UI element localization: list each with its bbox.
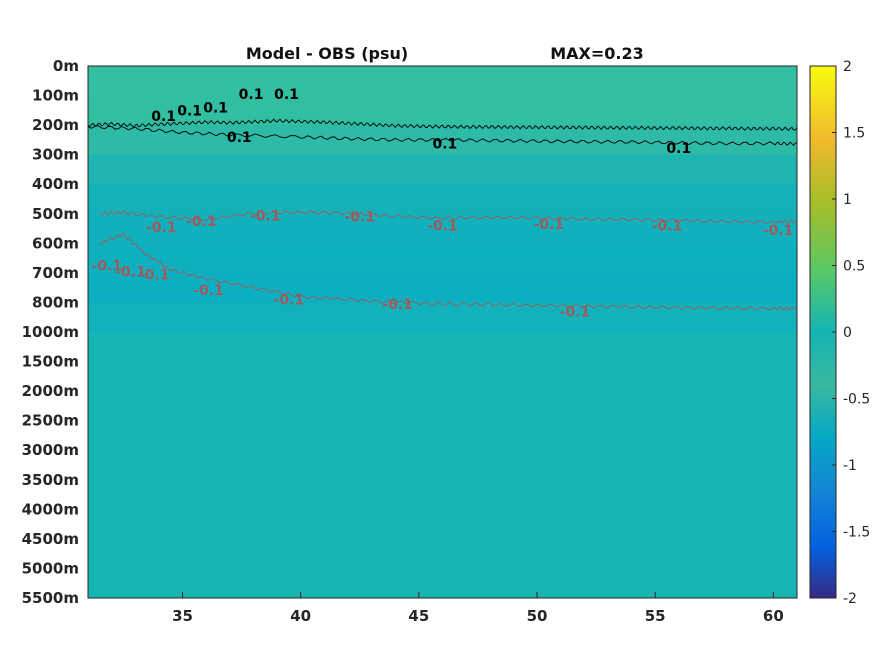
contour-label: -0.1	[427, 219, 458, 235]
y-tick-label: 300m	[32, 146, 79, 164]
plot-area: 0.1 0.1 0.10.1 0.10.1 0.1 0.1-0.1 -0.1 -0.1 -0.1…	[88, 66, 797, 598]
colorbar-axis: 2 1.5 1 0.5 0 -0.5 -1 -1.5 -2	[832, 59, 870, 607]
x-tick-label: 60	[763, 607, 784, 625]
field-band	[88, 243, 797, 274]
y-tick-label: 700m	[32, 264, 79, 282]
colorbar-tick-label: 0.5	[843, 259, 865, 275]
contour-line	[88, 125, 797, 146]
contour-label: -0.1	[382, 297, 413, 313]
contour-label: 0.1	[274, 87, 299, 103]
contour-label: -0.1	[274, 292, 305, 308]
colorbar-tick-label: -0.5	[843, 392, 870, 408]
contour-label: -0.1	[652, 219, 683, 235]
contour-label: -0.1	[560, 304, 591, 320]
field-band	[88, 272, 797, 303]
contour-label: -0.1	[139, 267, 170, 283]
x-tick-label: 40	[290, 607, 311, 625]
contour-label: -0.1	[763, 223, 794, 239]
y-tick-label: 1500m	[22, 353, 79, 371]
y-tick-label: 100m	[32, 87, 79, 105]
colorbar-tick-label: -2	[843, 591, 857, 607]
x-tick-label: 45	[408, 607, 429, 625]
colorbar-tick-label: 0	[843, 325, 852, 341]
y-tick-label: 5500m	[22, 589, 79, 607]
plot-frame	[87, 65, 798, 599]
field-band	[88, 213, 797, 244]
y-axis: 0m 100m 200m 300m 400m 500m 600m 700m 800m 1000m 1…	[22, 57, 79, 607]
contour-line	[99, 210, 797, 225]
contour-label: 0.1	[239, 87, 264, 103]
contour-label: -0.1	[344, 210, 375, 226]
contour-label: -0.1	[193, 283, 224, 299]
y-tick-label: 200m	[32, 116, 79, 134]
y-tick-label: 3500m	[22, 471, 79, 489]
field-band	[88, 95, 797, 126]
field-band	[88, 332, 797, 598]
y-tick-label: 800m	[32, 293, 79, 311]
contour-label: -0.1	[250, 208, 281, 224]
colorbar-tick-label: 1	[843, 192, 852, 208]
contour-label: 0.1	[203, 100, 228, 116]
x-tick-label: 55	[645, 607, 666, 625]
x-axis: 35 40 45 50 55 60	[172, 592, 784, 625]
y-tick-label: 0m	[53, 57, 79, 75]
contour-label: 0.1	[227, 130, 252, 146]
y-tick-label: 1000m	[22, 323, 79, 341]
colorbar	[809, 65, 837, 599]
contour-line	[99, 232, 797, 311]
contour-label: -0.1	[534, 217, 565, 233]
field-band	[88, 302, 797, 333]
chart-title: Model - OBS (psu)	[246, 44, 408, 63]
contour-label: 0.1	[177, 103, 202, 119]
field-band	[88, 154, 797, 185]
y-tick-label: 2500m	[22, 412, 79, 430]
field-band	[88, 184, 797, 215]
y-tick-label: 3000m	[22, 441, 79, 459]
y-tick-label: 500m	[32, 205, 79, 223]
x-tick-label: 50	[527, 607, 548, 625]
max-annotation: MAX=0.23	[550, 44, 644, 63]
y-tick-label: 4500m	[22, 530, 79, 548]
contour-line	[88, 118, 797, 132]
colorbar-tick-label: -1.5	[843, 525, 870, 541]
colorbar-tick-label: -1	[843, 458, 857, 474]
y-tick-label: 5000m	[22, 559, 79, 577]
contour-label: -0.1	[186, 214, 217, 230]
contour-label: -0.1	[115, 264, 146, 280]
contour-label: 0.1	[432, 137, 457, 153]
colorbar-tick-label: 1.5	[843, 126, 865, 142]
y-tick-label: 4000m	[22, 500, 79, 518]
contour-label: 0.1	[666, 141, 691, 157]
x-tick-label: 35	[172, 607, 193, 625]
colorbar-tick-label: 2	[843, 59, 852, 75]
contour-label: 0.1	[151, 109, 176, 125]
contour-label: -0.1	[146, 220, 177, 236]
y-tick-label: 600m	[32, 234, 79, 252]
y-tick-label: 2000m	[22, 382, 79, 400]
field-band	[88, 66, 797, 97]
y-tick-label: 400m	[32, 175, 79, 193]
contour-label: -0.1	[92, 259, 123, 275]
